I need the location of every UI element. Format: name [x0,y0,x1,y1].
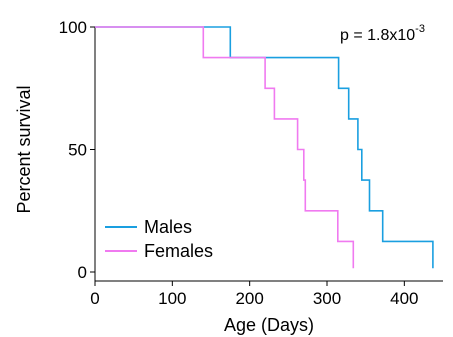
series-line-females [95,26,355,269]
legend-label-females: Females [144,241,213,261]
x-tick-label: 0 [90,289,99,308]
y-tick-label: 100 [59,18,87,37]
x-tick-label: 100 [158,289,186,308]
series-line-males [95,26,434,269]
p-value-exponent: -3 [415,23,425,35]
p-value-prefix: p = 1.8x10 [340,27,415,44]
x-tick-label: 300 [313,289,341,308]
y-tick-label: 50 [68,141,87,160]
ticks: 0 100 200 300 400 0 50 100 [59,18,419,308]
x-axis-label: Age (Days) [224,315,314,335]
axes [94,27,443,282]
p-value-annotation: p = 1.8x10-3 [340,23,425,44]
legend-label-males: Males [144,217,192,237]
y-axis-label: Percent survival [14,85,34,213]
x-tick-label: 400 [390,289,418,308]
y-tick-label: 0 [78,263,87,282]
legend: Males Females [105,217,213,261]
series-group [95,26,434,269]
x-tick-label: 200 [235,289,263,308]
